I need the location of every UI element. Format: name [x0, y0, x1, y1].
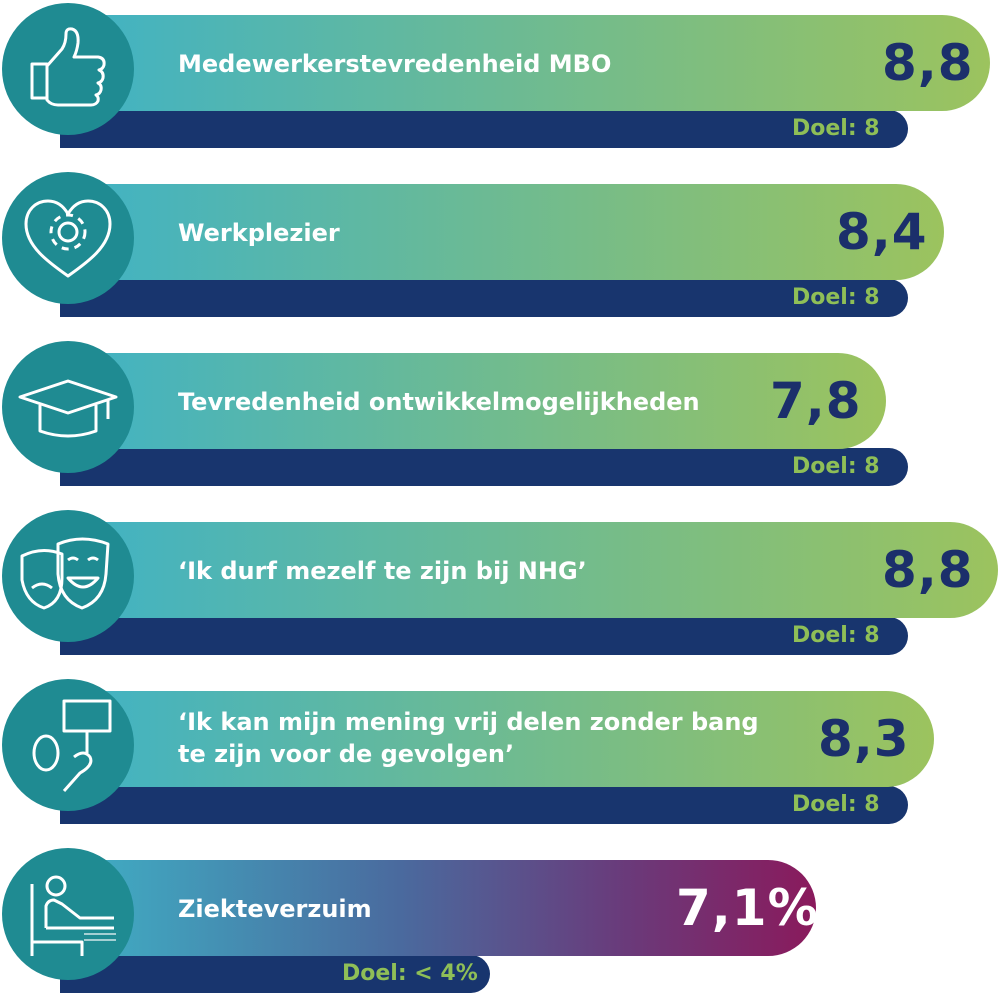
icon-circle: [2, 172, 134, 304]
goal-bar: Doel: 8: [60, 110, 908, 148]
score-value: 7,1%: [676, 879, 819, 937]
heart-gear-icon: [24, 199, 112, 278]
goal-label: Doel: 8: [792, 454, 880, 479]
theater-masks-icon: [20, 537, 110, 610]
icon-circle: [2, 510, 134, 642]
score-value: 8,3: [818, 710, 910, 768]
goal-bar: Doel: 8: [60, 448, 908, 486]
goal-label: Doel: 8: [792, 285, 880, 310]
kpi-label: Ziekteverzuim: [178, 895, 372, 923]
kpi-label: Tevredenheid ontwikkelmogelijkheden: [178, 388, 700, 416]
kpi-row-share-opinion: Doel: 8 8,3 ‘Ik kan mijn mening vrij del…: [0, 676, 1002, 826]
goal-label: Doel: 8: [792, 623, 880, 648]
goal-bar: Doel: 8: [60, 279, 908, 317]
kpi-label: Werkplezier: [178, 219, 340, 247]
kpi-row-employee-satisfaction: Doel: 8 8,8 Medewerkerstevredenheid MBO: [0, 0, 1002, 150]
sick-bed-icon: [30, 875, 116, 956]
score-bar: 8,4: [60, 184, 944, 280]
score-bar: 7,8: [60, 353, 886, 449]
score-bar: 8,8: [60, 15, 990, 111]
score-value: 8,8: [882, 34, 974, 92]
goal-label: Doel: < 4%: [342, 961, 478, 986]
icon-circle: [2, 848, 134, 980]
protest-sign-icon: [32, 699, 112, 792]
kpi-row-development-satisfaction: Doel: 8 7,8 Tevredenheid ontwikkelmogeli…: [0, 338, 1002, 488]
icon-circle: [2, 3, 134, 135]
goal-label: Doel: 8: [792, 792, 880, 817]
icon-circle: [2, 341, 134, 473]
kpi-row-work-pleasure: Doel: 8 8,4 Werkplezier: [0, 169, 1002, 319]
score-value: 8,4: [836, 203, 928, 261]
graduation-cap-icon: [18, 379, 118, 438]
kpi-label: ‘Ik kan mijn mening vrij delen zonder ba…: [178, 708, 759, 768]
score-bar: 7,1%: [60, 860, 819, 956]
score-bar: 8,3: [60, 691, 934, 787]
kpi-label: ‘Ik durf mezelf te zijn bij NHG’: [178, 557, 587, 585]
kpi-row-be-myself: Doel: 8 8,8 ‘Ik durf mezelf te zijn bij …: [0, 507, 1002, 657]
goal-bar: Doel: 8: [60, 617, 908, 655]
kpi-row-sick-leave: Doel: < 4% 7,1% Ziekteverzuim: [0, 845, 1002, 995]
goal-label: Doel: 8: [792, 116, 880, 141]
icon-circle: [2, 679, 134, 811]
kpi-label: Medewerkerstevredenheid MBO: [178, 50, 612, 78]
score-value: 7,8: [770, 372, 862, 430]
score-value: 8,8: [882, 541, 974, 599]
goal-bar: Doel: < 4%: [60, 955, 490, 993]
goal-bar: Doel: 8: [60, 786, 908, 824]
thumbs-up-icon: [30, 27, 106, 107]
score-bar: 8,8: [60, 522, 998, 618]
